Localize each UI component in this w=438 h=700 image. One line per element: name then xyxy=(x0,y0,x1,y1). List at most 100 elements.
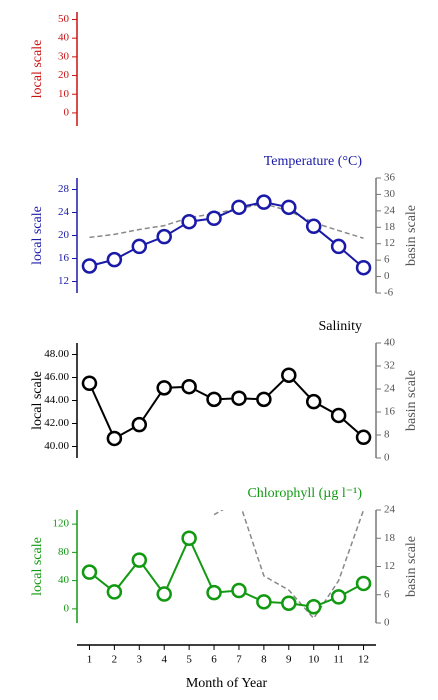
data-point xyxy=(256,594,272,610)
data-point xyxy=(156,380,172,396)
y-tick-label: 46.00 xyxy=(44,371,69,383)
data-point xyxy=(131,238,148,255)
panel-title: Chlorophyll (µg l⁻¹) xyxy=(247,486,362,501)
data-point xyxy=(355,575,372,592)
y2-tick-label: 8 xyxy=(384,429,390,441)
data-point xyxy=(206,210,222,226)
y-tick-label: 80 xyxy=(58,546,70,558)
x-tick-label: 11 xyxy=(333,654,344,666)
data-point xyxy=(330,238,347,255)
y-tick-label: 40.00 xyxy=(44,440,69,452)
data-point xyxy=(181,378,197,395)
data-point xyxy=(330,407,347,424)
y-tick-label: 24 xyxy=(58,206,70,218)
series-line xyxy=(88,373,365,440)
data-point xyxy=(256,194,272,210)
y-axis-label: local scale xyxy=(30,371,45,430)
y-tick-label: 16 xyxy=(58,252,70,264)
y2-axis-label: basin scale xyxy=(404,370,419,431)
y-tick-label: 120 xyxy=(53,518,70,530)
data-point xyxy=(231,199,247,216)
y2-tick-label: 30 xyxy=(384,188,396,200)
data-point xyxy=(256,391,272,408)
x-tick-label: 3 xyxy=(137,654,143,666)
y-tick-label: 20 xyxy=(58,229,70,241)
data-point xyxy=(231,582,247,599)
basin-line xyxy=(213,510,365,620)
x-tick-label: 4 xyxy=(161,654,167,666)
y-tick-label: 0 xyxy=(64,602,70,614)
y-tick-label: 40 xyxy=(58,32,70,44)
data-point xyxy=(181,213,197,230)
x-tick-label: 5 xyxy=(186,654,192,666)
data-point xyxy=(106,430,123,447)
y2-tick-label: 0 xyxy=(384,270,390,282)
y-tick-label: 42.00 xyxy=(44,417,69,429)
y-axis-label: local scale xyxy=(30,537,45,596)
x-axis-label: Month of Year xyxy=(186,676,268,691)
y2-tick-label: 6 xyxy=(384,254,390,266)
data-point xyxy=(181,530,197,546)
data-point xyxy=(81,258,98,274)
y2-tick-label: 12 xyxy=(384,560,395,572)
y2-tick-label: 24 xyxy=(384,504,396,516)
y-tick-label: 0 xyxy=(64,106,70,118)
y-tick-label: 28 xyxy=(58,183,70,195)
y2-tick-label: 16 xyxy=(384,406,396,418)
data-point xyxy=(81,564,98,580)
data-point xyxy=(305,393,322,410)
y-tick-label: 20 xyxy=(58,69,70,81)
y2-tick-label: 18 xyxy=(384,221,396,233)
y-axis-label: local scale xyxy=(30,40,45,99)
data-point xyxy=(106,584,123,600)
panel-title: Salinity xyxy=(318,319,362,334)
y2-tick-label: 0 xyxy=(384,452,390,464)
y-tick-label: 44.00 xyxy=(44,394,69,406)
data-point xyxy=(156,586,172,602)
data-point xyxy=(330,589,347,605)
y-tick-label: 30 xyxy=(58,50,70,62)
x-tick-label: 8 xyxy=(261,654,267,666)
data-point xyxy=(231,390,247,406)
y-tick-label: 48.00 xyxy=(44,348,69,360)
y2-tick-label: 32 xyxy=(384,360,395,372)
x-tick-label: 9 xyxy=(286,654,292,666)
data-point xyxy=(305,218,322,235)
data-point xyxy=(106,251,123,268)
data-point xyxy=(156,228,172,245)
x-tick-label: 12 xyxy=(358,654,369,666)
y2-tick-label: 12 xyxy=(384,237,395,249)
data-point xyxy=(131,416,148,433)
y2-tick-label: 24 xyxy=(384,383,396,395)
x-tick-label: 1 xyxy=(87,654,93,666)
data-point xyxy=(355,429,372,446)
x-tick-label: 6 xyxy=(211,654,217,666)
data-point xyxy=(281,367,297,383)
y2-tick-label: -6 xyxy=(384,287,394,299)
y2-tick-label: 40 xyxy=(384,337,396,349)
y2-tick-label: 24 xyxy=(384,204,396,216)
y2-tick-label: 6 xyxy=(384,588,390,600)
y-tick-label: 50 xyxy=(58,13,70,25)
series-line xyxy=(89,201,365,269)
data-point xyxy=(305,599,322,615)
data-point xyxy=(206,391,222,408)
data-point xyxy=(206,584,222,601)
panel-title: Temperature (°C) xyxy=(264,154,363,169)
y2-tick-label: 0 xyxy=(384,617,390,629)
series-line xyxy=(88,535,365,608)
data-point xyxy=(131,552,148,568)
data-point xyxy=(81,375,98,391)
y-tick-label: 12 xyxy=(58,275,69,287)
y2-tick-label: 18 xyxy=(384,532,396,544)
x-tick-label: 2 xyxy=(112,654,118,666)
data-point xyxy=(355,259,372,276)
y-axis-label: local scale xyxy=(30,206,45,265)
data-point xyxy=(281,595,297,611)
data-point xyxy=(281,199,297,216)
y-tick-label: 10 xyxy=(58,88,70,100)
y2-axis-label: basin scale xyxy=(404,536,419,597)
x-tick-label: 10 xyxy=(308,654,320,666)
x-tick-label: 7 xyxy=(236,654,242,666)
